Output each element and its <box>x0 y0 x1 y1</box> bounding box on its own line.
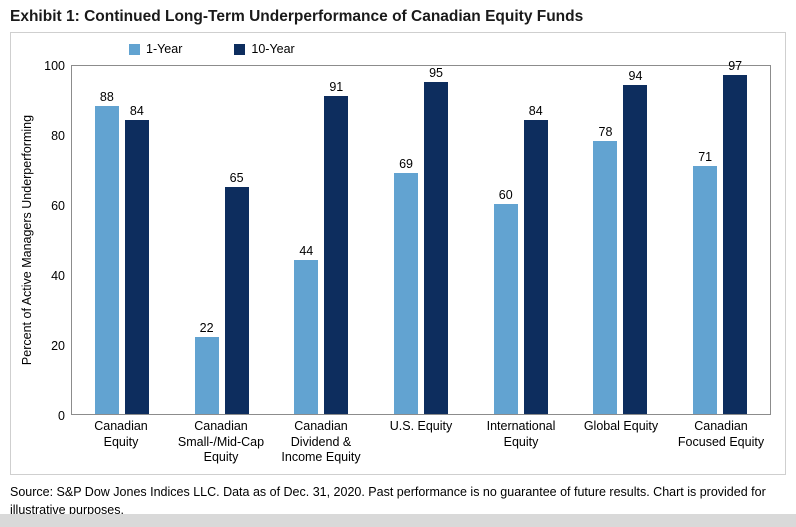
legend-item-10-year: 10-Year <box>234 42 295 56</box>
bar-value-label: 78 <box>598 125 613 139</box>
bar-with-label: 44 <box>294 244 319 414</box>
y-tick-label: 60 <box>51 199 65 213</box>
bar-10-year <box>224 186 249 414</box>
bar-10-year <box>523 120 548 414</box>
bar-with-label: 69 <box>394 156 419 414</box>
bar-10-year <box>124 120 149 414</box>
bar-value-label: 71 <box>698 149 713 164</box>
bar-1-year <box>94 106 119 414</box>
x-axis-category-label: Canadian Small-/Mid-Cap Equity <box>177 419 265 465</box>
bar-10-year <box>324 95 349 414</box>
bar-value-label: 94 <box>628 69 643 83</box>
bar-1-year <box>593 141 618 414</box>
x-axis-category-label: Canadian Equity <box>94 419 148 449</box>
y-tick-label: 100 <box>44 59 65 73</box>
bar-group: 78 94 <box>571 66 671 414</box>
x-axis-category-label: Global Equity <box>583 419 659 433</box>
bar-1-year <box>194 337 219 414</box>
bar-group: 44 91 <box>271 66 371 414</box>
bar-with-label: 97 <box>723 58 748 414</box>
chart-frame: 1-Year 10-Year Percent of Active Manager… <box>10 32 786 475</box>
bar-1-year <box>493 204 518 414</box>
chart-title: Exhibit 1: Continued Long-Term Underperf… <box>10 8 584 25</box>
bar-value-label: 97 <box>728 58 743 73</box>
bar-value-label: 95 <box>429 65 443 80</box>
bar-value-label: 84 <box>528 104 543 118</box>
legend-swatch-1-year <box>129 43 140 55</box>
bar-group: 88 84 <box>72 66 172 414</box>
bar-value-label: 22 <box>199 321 214 335</box>
plot-area: 88 84 22 65 44 91 69 95 60 84 78 94 71 97 <box>71 59 771 415</box>
bar-value-label: 65 <box>229 170 244 185</box>
chart-body: Percent of Active Managers Underperformi… <box>17 59 775 423</box>
x-axis-category-label: International Equity <box>486 419 556 449</box>
x-axis-category-label: Canadian Dividend & Income Equity <box>281 419 361 465</box>
bar-with-label: 22 <box>194 321 219 414</box>
bar-group: 22 65 <box>172 66 272 414</box>
bar-group: 71 97 <box>670 59 770 414</box>
bar-value-label: 88 <box>99 90 114 104</box>
bar-group: 69 95 <box>371 66 471 414</box>
bar-value-label: 91 <box>329 79 344 94</box>
legend-item-1-year: 1-Year <box>129 42 182 56</box>
legend-label-10-year: 10-Year <box>251 42 295 56</box>
y-tick-label: 0 <box>58 409 65 423</box>
y-tick-label: 20 <box>51 339 65 353</box>
bar-value-label: 84 <box>129 104 144 118</box>
bar-with-label: 84 <box>124 104 149 414</box>
bar-with-label: 91 <box>324 79 349 414</box>
legend-swatch-10-year <box>234 43 246 55</box>
bar-1-year <box>394 172 419 414</box>
bar-10-year <box>723 74 748 414</box>
y-axis-ticks: 0 20 40 60 80 100 <box>37 59 71 423</box>
bar-value-label: 69 <box>399 156 413 171</box>
legend: 1-Year 10-Year <box>17 39 775 59</box>
x-axis-category-label: Canadian Focused Equity <box>677 419 765 449</box>
bar-value-label: 60 <box>498 188 513 202</box>
bar-with-label: 65 <box>224 170 249 414</box>
y-axis-label: Percent of Active Managers Underperformi… <box>20 114 34 366</box>
bar-group: 60 84 <box>471 66 571 414</box>
bar-1-year <box>294 260 319 414</box>
source-note: Source: S&P Dow Jones Indices LLC. Data … <box>10 484 766 517</box>
x-axis-labels: Canadian Equity Canadian Small-/Mid-Cap E… <box>71 419 771 466</box>
bar-with-label: 84 <box>523 104 548 414</box>
footer-strip <box>0 514 796 527</box>
bar-with-label: 95 <box>424 65 449 414</box>
bar-with-label: 71 <box>693 149 718 414</box>
bar-with-label: 94 <box>623 69 648 414</box>
y-tick-label: 40 <box>51 269 65 283</box>
bar-with-label: 78 <box>593 125 618 414</box>
bar-with-label: 88 <box>94 90 119 414</box>
bar-with-label: 60 <box>493 188 518 414</box>
legend-label-1-year: 1-Year <box>146 42 183 56</box>
bar-1-year <box>693 165 718 414</box>
bar-10-year <box>424 81 449 414</box>
bar-10-year <box>623 85 648 414</box>
y-tick-label: 80 <box>51 129 65 143</box>
x-axis-category-label: U.S. Equity <box>389 419 453 433</box>
bar-value-label: 44 <box>299 244 314 258</box>
